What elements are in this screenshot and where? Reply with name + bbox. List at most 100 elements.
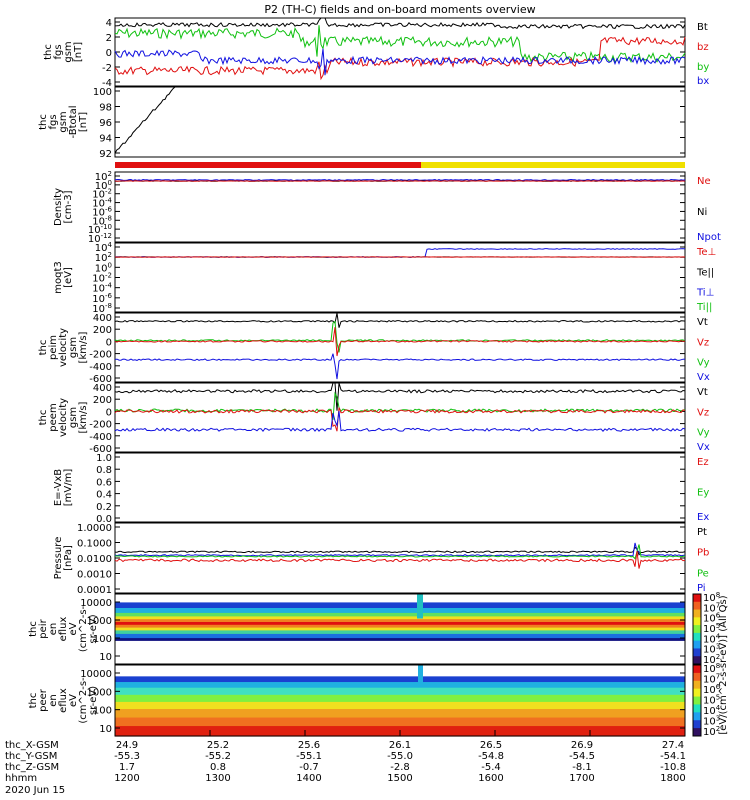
colorbar-peer <box>693 696 701 705</box>
x-tick-label: 0.8 <box>210 762 226 773</box>
tick-label: 100 <box>95 261 112 274</box>
tick-label: 10000 <box>80 669 112 680</box>
tick-label: 96 <box>99 118 112 129</box>
x-tick-label: 1200 <box>114 773 139 784</box>
panel-fgs_btotal: 100 98 96 94 92 thcfgsgsm-Btotal[nT] <box>38 86 686 160</box>
spectrogram-band <box>115 594 685 603</box>
tick-label: 10-6 <box>92 292 112 305</box>
legend-te: Te|| <box>696 267 714 278</box>
spectrogram-band <box>115 701 685 710</box>
legend-pb: Pb <box>697 548 709 559</box>
colorbar-peir <box>693 632 701 642</box>
trace-vz <box>114 407 686 432</box>
mode-segment <box>421 162 685 168</box>
panel-pressure: 1.0000 0.1000 0.0100 0.0010 0.0001Pressure[n… <box>53 522 709 596</box>
legend-ni: Ni <box>697 207 707 218</box>
tick-label: 10-2 <box>92 188 112 201</box>
tick-label: 10 <box>99 724 112 735</box>
trace-vx <box>114 353 686 380</box>
colorbar-peir <box>693 601 701 611</box>
tick-label: -200 <box>89 420 112 431</box>
x-tick-label: -55.0 <box>387 751 413 762</box>
x-tick-label: -54.5 <box>569 751 595 762</box>
tick-label: 2 <box>106 33 112 44</box>
trace-vt <box>114 312 686 328</box>
tick-label: -200 <box>89 350 112 361</box>
legend-by: by <box>697 62 709 73</box>
x-row-label: thc_Z-GSM <box>5 762 59 773</box>
trace-vy <box>114 391 686 420</box>
legend-vz: Vz <box>697 337 709 348</box>
spectrogram-band <box>115 608 685 614</box>
x-tick-label: 26.1 <box>389 740 411 751</box>
colorbar-peer <box>693 665 701 674</box>
x-tick-label: 25.2 <box>207 740 229 751</box>
colorbar-peer <box>693 720 701 729</box>
colorbar-peer-frame <box>692 664 702 737</box>
x-tick-label: -55.1 <box>296 751 322 762</box>
trace-vt <box>114 382 686 411</box>
x-tick-label: -55.2 <box>205 751 231 762</box>
tick-label: 100 <box>93 706 112 717</box>
colorbar-peer <box>693 672 701 682</box>
x-tick-label: 26.9 <box>571 740 593 751</box>
tick-label: 102 <box>95 251 112 264</box>
x-tick-label: 25.6 <box>298 740 320 751</box>
legend-vx: Vx <box>697 442 710 453</box>
trace-tiperp <box>114 248 686 258</box>
colorbar-peir <box>693 594 701 603</box>
tick-label: -4 <box>102 78 112 89</box>
trace-Bt <box>114 17 686 30</box>
tick-label: 400 <box>93 313 112 324</box>
legend-ex: Ex <box>697 512 709 523</box>
spectrogram-band <box>115 717 685 727</box>
spectrogram-band <box>115 676 685 683</box>
tick-label: 1000 <box>87 616 112 627</box>
x-tick-label: -54.8 <box>478 751 504 762</box>
x-tick-label: 27.4 <box>662 740 684 751</box>
date-label: 2020 Jun 15 <box>5 785 65 796</box>
spectrogram-band <box>115 624 685 629</box>
tick-label: 98 <box>99 103 112 114</box>
tick-label: 0.2 <box>96 502 112 513</box>
tick-label: -400 <box>89 362 112 373</box>
legend-vt: Vt <box>697 317 708 328</box>
tick-label: 10 <box>99 652 112 663</box>
legend-bt: Bt <box>697 22 708 33</box>
legend-npot: Npot <box>697 232 721 243</box>
trace-by <box>114 25 686 64</box>
tick-label: 0.0010 <box>77 570 112 581</box>
legend-pe: Pe <box>697 568 709 579</box>
tick-label: 0.6 <box>96 477 112 488</box>
x-tick-label: 1600 <box>478 773 503 784</box>
spectrogram-band <box>115 633 685 639</box>
x-tick-label: -10.8 <box>660 762 686 773</box>
x-tick-label: -8.1 <box>572 762 592 773</box>
panel-frame <box>114 593 686 665</box>
colorbar-peir <box>693 648 701 657</box>
tick-label: 106 <box>703 612 721 625</box>
spectrogram-band <box>115 640 685 665</box>
panel-frame <box>114 522 686 594</box>
x-tick-label: -55.3 <box>114 751 140 762</box>
tick-label: 105 <box>703 622 720 635</box>
spectrogram-band <box>115 627 685 631</box>
tick-label: 94 <box>99 134 112 145</box>
trace-npot <box>114 178 686 182</box>
tick-label: 108 <box>703 591 720 604</box>
panel-frame <box>114 382 686 453</box>
mode-bar <box>115 162 685 168</box>
tick-label: 10-2 <box>92 272 112 285</box>
x-tick-label: -5.4 <box>481 762 501 773</box>
y-axis-label: moqt3[eV] <box>53 261 74 294</box>
tick-label: 0 <box>106 337 112 348</box>
x-tick-label: 1700 <box>569 773 594 784</box>
legend-pi: Pi <box>697 583 706 594</box>
x-tick-label: 1800 <box>660 773 685 784</box>
colorbar-peer <box>693 688 701 698</box>
spectrogram-burst <box>418 665 423 685</box>
colorbar-peir-frame <box>692 593 702 665</box>
